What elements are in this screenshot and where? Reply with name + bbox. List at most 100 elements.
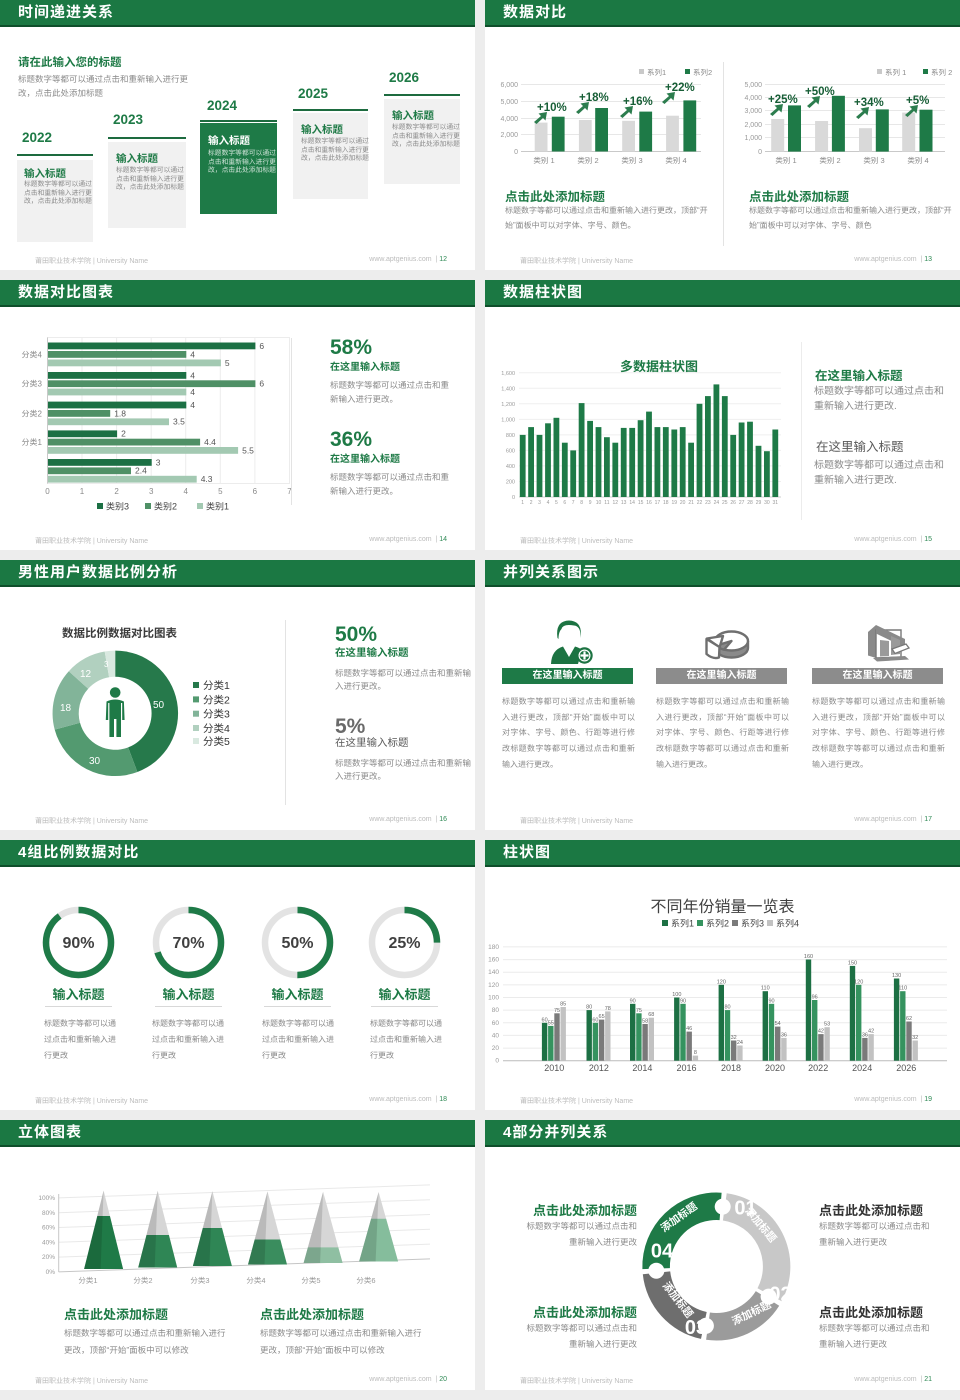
svg-text:20: 20 [680,500,686,506]
svg-text:系列 2: 系列 2 [931,68,952,77]
svg-text:02: 02 [769,1284,791,1306]
svg-text:3: 3 [149,487,154,496]
svg-text:3.5: 3.5 [173,417,185,427]
svg-text:类别 2: 类别 2 [577,156,598,165]
svg-text:96: 96 [812,995,818,1001]
svg-text:110: 110 [898,986,907,992]
svg-text:3: 3 [156,457,161,467]
svg-text:分类4: 分类4 [203,723,230,735]
svg-text:80: 80 [724,1005,730,1011]
svg-text:18: 18 [60,703,72,714]
svg-text:110: 110 [761,986,770,992]
svg-text:23: 23 [705,500,711,506]
svg-text:62: 62 [906,1016,912,1022]
svg-text:+10%: +10% [537,102,567,114]
svg-text:24: 24 [714,500,720,506]
svg-text:分类2: 分类2 [133,1276,152,1285]
svg-text:0: 0 [495,1058,499,1065]
svg-text:1.8: 1.8 [114,408,126,418]
svg-text:2026: 2026 [896,1063,916,1073]
svg-text:3: 3 [104,660,109,669]
svg-text:80: 80 [586,1005,592,1011]
svg-text:5: 5 [555,500,558,506]
svg-text:输入标题: 输入标题 [271,987,323,1002]
svg-text:6: 6 [259,379,264,389]
svg-text:120: 120 [488,982,499,989]
svg-text:03: 03 [685,1317,707,1339]
svg-text:分类3: 分类3 [190,1276,209,1285]
svg-text:160: 160 [488,957,499,964]
svg-text:22: 22 [697,500,703,506]
svg-text:4: 4 [190,349,195,359]
svg-text:5: 5 [225,358,230,368]
svg-text:类别 3: 类别 3 [863,156,884,165]
svg-text:+5%: +5% [906,95,929,107]
svg-text:90: 90 [680,998,686,1004]
svg-text:65: 65 [599,1014,605,1020]
svg-text:7: 7 [572,500,575,506]
svg-text:系列4: 系列4 [776,919,799,929]
svg-text:类别 4: 类别 4 [665,156,686,165]
svg-text:8: 8 [694,1050,697,1056]
svg-text:30: 30 [89,756,101,767]
svg-text:90: 90 [630,998,636,1004]
svg-text:36: 36 [781,1032,787,1038]
svg-text:50%: 50% [281,935,313,952]
svg-text:6: 6 [259,341,264,351]
svg-text:系列 1: 系列 1 [885,68,906,77]
svg-text:70%: 70% [172,935,204,952]
svg-text:输入标题: 输入标题 [52,987,104,1002]
svg-text:120: 120 [717,979,726,985]
svg-text:+16%: +16% [623,96,653,108]
svg-text:40%: 40% [42,1239,55,1246]
svg-text:32: 32 [912,1035,918,1041]
svg-text:18: 18 [663,500,669,506]
svg-text:2,000: 2,000 [500,132,518,139]
svg-text:4: 4 [183,487,188,496]
svg-text:4.4: 4.4 [204,437,216,447]
svg-text:12: 12 [613,500,619,506]
svg-text:20: 20 [492,1045,500,1052]
svg-text:36: 36 [862,1032,868,1038]
svg-text:8: 8 [580,500,583,506]
svg-text:4: 4 [190,400,195,410]
svg-text:6: 6 [253,487,258,496]
svg-text:2: 2 [530,500,533,506]
svg-text:21: 21 [688,500,694,506]
svg-text:58: 58 [642,1019,648,1025]
svg-text:2014: 2014 [632,1063,652,1073]
svg-text:2,000: 2,000 [744,122,762,129]
svg-text:30: 30 [764,500,770,506]
svg-text:60%: 60% [42,1225,55,1232]
svg-text:2024: 2024 [852,1063,872,1073]
svg-text:75: 75 [636,1008,642,1014]
svg-text:类别 1: 类别 1 [533,156,554,165]
svg-text:75: 75 [554,1008,560,1014]
svg-text:85: 85 [560,1002,566,1008]
svg-text:分类4: 分类4 [246,1276,265,1285]
svg-text:01: 01 [734,1198,756,1220]
svg-text:类别 2: 类别 2 [819,156,840,165]
svg-text:5.5: 5.5 [242,445,254,455]
svg-text:0: 0 [45,487,50,496]
svg-text:系列3: 系列3 [741,919,764,929]
svg-text:输入标题: 输入标题 [162,987,214,1002]
svg-text:20%: 20% [42,1254,55,1261]
svg-text:53: 53 [824,1022,830,1028]
svg-text:17: 17 [655,500,661,506]
svg-text:3: 3 [538,500,541,506]
svg-text:类别 1: 类别 1 [775,156,796,165]
svg-text:1,200: 1,200 [501,402,515,408]
svg-text:16: 16 [646,500,652,506]
svg-text:2022: 2022 [808,1063,828,1073]
svg-text:600: 600 [506,448,515,454]
svg-text:2: 2 [121,429,126,439]
svg-text:1,000: 1,000 [744,135,762,142]
svg-text:25%: 25% [388,935,420,952]
svg-text:分类6: 分类6 [356,1276,375,1285]
svg-text:0: 0 [758,149,762,156]
svg-text:5,000: 5,000 [744,82,762,89]
svg-text:800: 800 [506,433,515,439]
svg-text:类别3: 类别3 [106,502,129,512]
svg-text:130: 130 [892,973,901,979]
